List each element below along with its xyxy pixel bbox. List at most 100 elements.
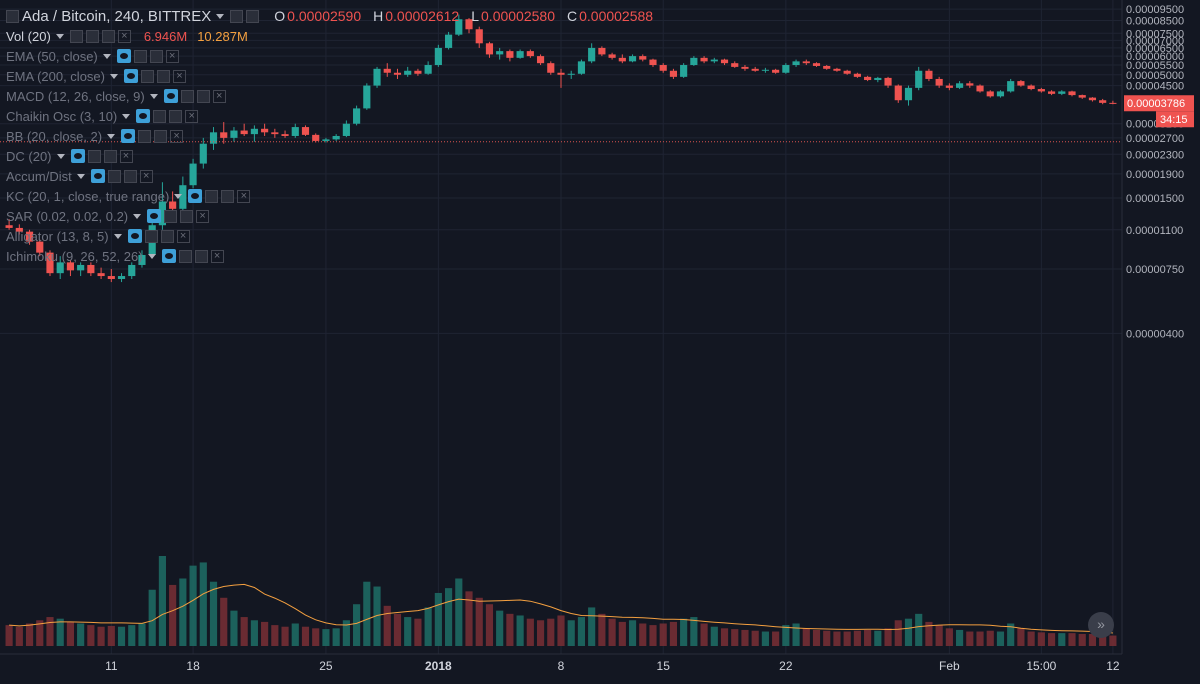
indicator-label[interactable]: KC (20, 1, close, true range) <box>6 188 170 204</box>
volume-bar <box>383 605 391 646</box>
close-icon[interactable]: × <box>196 209 210 223</box>
close-icon[interactable]: × <box>119 149 133 163</box>
candle-body <box>986 91 994 97</box>
close-icon[interactable]: × <box>165 49 179 63</box>
volume-bar <box>209 581 218 646</box>
plus-icon[interactable] <box>221 189 235 203</box>
gear-icon[interactable] <box>85 29 99 43</box>
collapse-icon[interactable] <box>6 9 19 23</box>
indicator-label[interactable]: Ichimoku (9, 26, 52, 26) <box>6 248 143 264</box>
gear-icon[interactable] <box>107 169 121 183</box>
indicator-label[interactable]: DC (20) <box>6 148 52 164</box>
close-icon[interactable]: × <box>185 109 199 123</box>
indicator-label[interactable]: Chaikin Osc (3, 10) <box>6 108 118 124</box>
chevron-down-icon[interactable] <box>133 213 142 219</box>
close-icon[interactable]: × <box>237 189 251 203</box>
eye-icon[interactable] <box>147 209 162 223</box>
plus-icon[interactable] <box>180 209 194 223</box>
eye-icon[interactable] <box>124 69 138 83</box>
chevron-down-icon[interactable] <box>174 193 183 199</box>
indicator-label[interactable]: BB (20, close, 2) <box>6 128 103 144</box>
volume-bar <box>189 565 197 646</box>
eye-icon[interactable] <box>136 109 151 123</box>
indicator-label[interactable]: SAR (0.02, 0.02, 0.2) <box>6 208 129 224</box>
close-icon[interactable]: × <box>139 169 153 183</box>
close-icon[interactable]: × <box>212 89 226 103</box>
volume-bar <box>1068 633 1076 646</box>
plus-icon[interactable] <box>194 249 208 263</box>
gear-icon[interactable] <box>138 129 152 143</box>
indicator-row: MACD (12, 26, close, 9) × <box>6 86 653 106</box>
close-icon[interactable]: × <box>176 229 190 243</box>
volume-bar <box>56 618 64 646</box>
plus-icon[interactable] <box>160 229 174 243</box>
eye-icon[interactable] <box>116 49 131 63</box>
chevron-down-icon[interactable] <box>107 133 116 139</box>
plus-icon[interactable] <box>196 89 210 103</box>
chevron-down-icon[interactable] <box>122 113 131 119</box>
close-icon[interactable]: × <box>210 249 224 263</box>
gear-icon[interactable] <box>246 9 260 23</box>
gear-icon[interactable] <box>205 189 219 203</box>
plus-icon[interactable] <box>103 149 117 163</box>
eye-icon[interactable] <box>188 189 203 203</box>
volume-bar <box>424 607 432 646</box>
close-icon[interactable]: × <box>173 69 186 83</box>
gear-icon[interactable] <box>141 69 154 83</box>
volume-bar <box>301 626 310 646</box>
eye-icon[interactable] <box>163 89 178 103</box>
price-axis[interactable]: 0.00000400 0.00000750 0.00001100 0.00001500… <box>1126 4 1184 340</box>
plus-icon[interactable] <box>157 69 170 83</box>
plus-icon[interactable] <box>169 109 183 123</box>
eye-icon[interactable] <box>69 29 83 43</box>
chevron-down-icon[interactable] <box>149 93 158 99</box>
gear-icon[interactable] <box>144 229 158 243</box>
chevron-down-icon[interactable] <box>147 253 156 259</box>
gear-icon[interactable] <box>178 249 192 263</box>
close-icon[interactable]: × <box>117 29 131 43</box>
eye-icon[interactable] <box>121 129 136 143</box>
candle-body <box>823 65 831 69</box>
candle-body <box>618 57 626 62</box>
gear-icon[interactable] <box>180 89 194 103</box>
gear-icon[interactable] <box>87 149 101 163</box>
gear-icon[interactable] <box>133 49 147 63</box>
eye-icon[interactable] <box>90 169 105 183</box>
gear-icon[interactable] <box>164 209 178 223</box>
plus-icon[interactable] <box>123 169 137 183</box>
chevron-down-icon[interactable] <box>56 153 65 159</box>
indicator-label[interactable]: EMA (50, close) <box>6 48 98 64</box>
volume-label[interactable]: Vol (20) <box>6 28 51 44</box>
time-axis[interactable]: 11 18 25 2018 8 15 22 Feb 15:00 12 <box>105 659 1120 673</box>
plus-icon[interactable] <box>101 29 115 43</box>
chevron-down-icon[interactable] <box>55 33 64 39</box>
volume-bar <box>710 626 718 646</box>
close-icon[interactable]: × <box>170 129 184 143</box>
eye-icon[interactable] <box>161 249 176 263</box>
indicator-label[interactable]: Alligator (13, 8, 5) <box>6 228 109 244</box>
plus-icon[interactable] <box>149 49 163 63</box>
indicator-label[interactable]: Accum/Dist <box>6 168 72 184</box>
volume-value: 6.946M <box>143 28 188 44</box>
indicator-label[interactable]: EMA (200, close) <box>6 68 105 84</box>
volume-bar <box>1099 634 1107 646</box>
chevron-down-icon[interactable] <box>76 173 85 179</box>
chevron-down-icon[interactable] <box>216 13 225 19</box>
scroll-to-realtime-button[interactable]: » <box>1088 612 1114 638</box>
chevron-down-icon[interactable] <box>113 233 122 239</box>
chevron-down-icon[interactable] <box>110 73 118 79</box>
eye-icon[interactable] <box>70 149 85 163</box>
gear-icon[interactable] <box>153 109 167 123</box>
candle-body <box>1088 97 1097 101</box>
candle-body <box>649 59 657 66</box>
eye-icon[interactable] <box>230 9 244 23</box>
symbol-title[interactable]: Ada / Bitcoin, 240, BITTREX <box>22 7 212 25</box>
volume-bar <box>761 631 769 646</box>
candle-body <box>680 65 688 77</box>
indicator-label[interactable]: MACD (12, 26, close, 9) <box>6 88 145 104</box>
eye-icon[interactable] <box>127 229 142 243</box>
plus-icon[interactable] <box>154 129 168 143</box>
chevron-down-icon[interactable] <box>102 53 111 59</box>
